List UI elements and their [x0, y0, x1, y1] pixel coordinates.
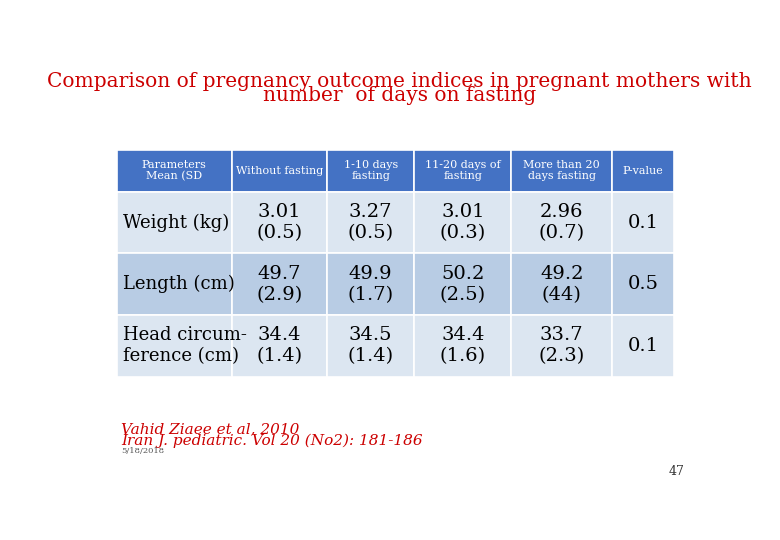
Bar: [117, 192, 232, 253]
Text: Without fasting: Without fasting: [236, 166, 323, 176]
Text: Parameters
Mean (SD: Parameters Mean (SD: [142, 160, 207, 181]
Text: 49.9
(1.7): 49.9 (1.7): [348, 265, 394, 303]
Text: 33.7
(2.3): 33.7 (2.3): [539, 327, 585, 365]
Bar: [232, 150, 327, 192]
Bar: [612, 253, 674, 315]
Text: 34.5
(1.4): 34.5 (1.4): [348, 327, 394, 365]
Bar: [414, 150, 512, 192]
Text: 0.1: 0.1: [628, 337, 658, 355]
Bar: [512, 150, 612, 192]
Text: P-value: P-value: [622, 166, 664, 176]
Text: 3.27
(0.5): 3.27 (0.5): [348, 203, 394, 242]
Text: 34.4
(1.4): 34.4 (1.4): [256, 327, 303, 365]
Bar: [612, 315, 674, 377]
Text: 1-10 days
fasting: 1-10 days fasting: [343, 160, 398, 181]
Text: Length (cm): Length (cm): [123, 275, 235, 293]
Bar: [117, 150, 232, 192]
Bar: [612, 192, 674, 253]
Text: 47: 47: [669, 465, 685, 478]
Text: Weight (kg): Weight (kg): [123, 213, 229, 232]
Bar: [414, 315, 512, 377]
Bar: [327, 192, 414, 253]
Text: number  of days on fasting: number of days on fasting: [263, 86, 537, 105]
Bar: [414, 253, 512, 315]
Text: 0.5: 0.5: [628, 275, 658, 293]
Text: 2.96
(0.7): 2.96 (0.7): [539, 203, 585, 242]
Text: 5/18/2018: 5/18/2018: [121, 447, 164, 455]
Bar: [232, 253, 327, 315]
Text: 3.01
(0.3): 3.01 (0.3): [440, 203, 486, 242]
Bar: [117, 315, 232, 377]
Bar: [117, 253, 232, 315]
Text: Vahid Ziaee et al, 2010: Vahid Ziaee et al, 2010: [121, 422, 299, 436]
Bar: [327, 315, 414, 377]
Text: 34.4
(1.6): 34.4 (1.6): [440, 327, 486, 365]
Text: 0.1: 0.1: [628, 214, 658, 232]
Bar: [512, 253, 612, 315]
Bar: [327, 150, 414, 192]
Text: 3.01
(0.5): 3.01 (0.5): [256, 203, 303, 242]
Text: 11-20 days of
fasting: 11-20 days of fasting: [425, 160, 501, 181]
Text: More than 20
days fasting: More than 20 days fasting: [523, 160, 600, 181]
Bar: [327, 253, 414, 315]
Bar: [512, 192, 612, 253]
Text: 49.7
(2.9): 49.7 (2.9): [256, 265, 303, 303]
Bar: [512, 315, 612, 377]
Text: Head circum-
ference (cm): Head circum- ference (cm): [123, 327, 247, 365]
Text: 49.2
(44): 49.2 (44): [540, 265, 583, 303]
Bar: [232, 315, 327, 377]
Bar: [612, 150, 674, 192]
Bar: [414, 192, 512, 253]
Bar: [232, 192, 327, 253]
Text: Iran J. pediatric. Vol 20 (No2): 181-186: Iran J. pediatric. Vol 20 (No2): 181-186: [121, 434, 423, 448]
Text: Comparison of pregnancy outcome indices in pregnant mothers with: Comparison of pregnancy outcome indices …: [48, 72, 752, 91]
Text: 50.2
(2.5): 50.2 (2.5): [440, 265, 486, 303]
